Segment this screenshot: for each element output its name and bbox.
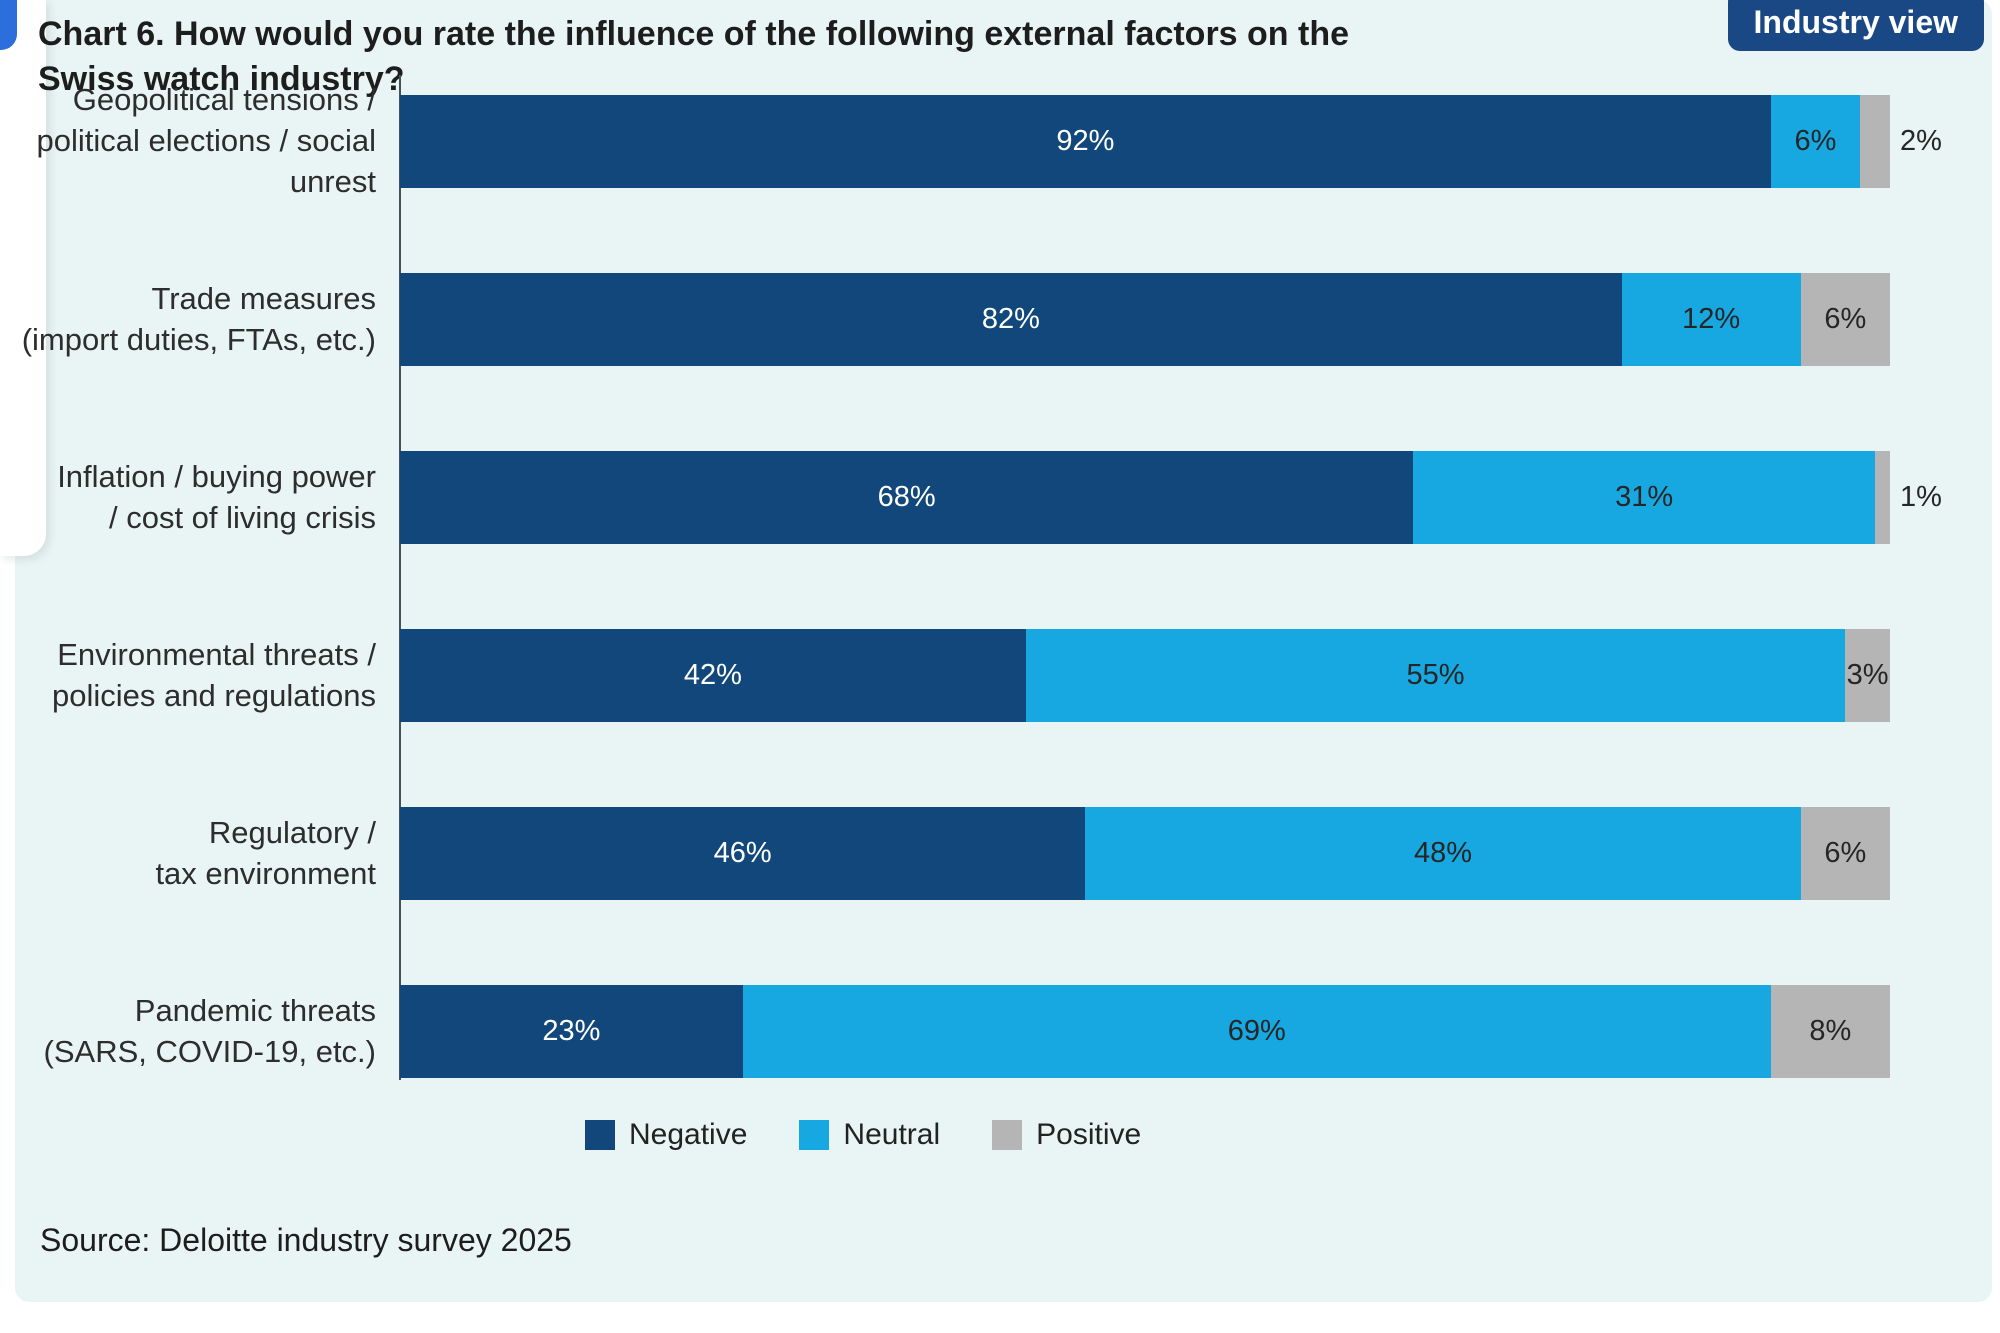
value-label: 68% — [877, 481, 936, 513]
bar-segment-negative: 23% — [400, 985, 743, 1078]
page-corner-notch — [0, 0, 46, 556]
value-label: 31% — [1615, 481, 1674, 513]
category-label: Environmental threats / policies and reg… — [52, 636, 376, 713]
bar-segment-negative: 92% — [400, 95, 1771, 188]
value-label: 2% — [1899, 125, 1942, 157]
bar-segment-positive: 2% — [1860, 95, 1942, 188]
blue-corner-accent — [0, 0, 17, 50]
chart-row: Trade measures (import duties, FTAs, etc… — [0, 273, 1890, 366]
stacked-bar: 42% 55% 3% — [400, 629, 1890, 722]
value-label: 48% — [1413, 837, 1472, 869]
category-label: Trade measures (import duties, FTAs, etc… — [21, 280, 376, 357]
category-label: Regulatory / tax environment — [155, 814, 376, 891]
bar-segment-positive: 6% — [1800, 807, 1890, 900]
category-label: Pandemic threats (SARS, COVID-19, etc.) — [43, 992, 376, 1069]
chart-row: Geopolitical tensions / political electi… — [0, 82, 1942, 199]
stacked-bar: 23% 69% 8% — [400, 985, 1890, 1078]
bar-segment-neutral: 12% — [1621, 273, 1801, 366]
legend-item-negative: Negative — [585, 1118, 747, 1152]
bar-rows: Geopolitical tensions / political electi… — [0, 82, 1942, 1078]
value-label: 3% — [1846, 659, 1889, 691]
chart-row: Regulatory / tax environment 46% 48% 6% — [0, 807, 1890, 900]
value-label: 55% — [1406, 659, 1465, 691]
value-label: 6% — [1794, 125, 1837, 157]
category-label: Geopolitical tensions / political electi… — [36, 82, 376, 199]
bar-segment-positive: 1% — [1875, 451, 1942, 544]
negative-swatch-icon — [585, 1120, 615, 1150]
chart-row: Environmental threats / policies and reg… — [0, 629, 1890, 722]
bar-segment-positive: 6% — [1800, 273, 1890, 366]
stacked-bar: 68% 31% 1% — [400, 451, 1942, 544]
value-label: 82% — [981, 303, 1040, 335]
value-label: 6% — [1824, 837, 1867, 869]
bar-segment-neutral: 55% — [1025, 629, 1846, 722]
bar-segment-negative: 46% — [400, 807, 1086, 900]
bar-segment-positive: 3% — [1845, 629, 1890, 722]
stacked-bar: 92% 6% 2% — [400, 95, 1942, 188]
bar-segment-neutral: 31% — [1413, 451, 1876, 544]
value-label: 6% — [1824, 303, 1867, 335]
bar-segment-negative: 68% — [400, 451, 1414, 544]
value-label: 23% — [542, 1015, 601, 1047]
legend-item-neutral: Neutral — [799, 1118, 940, 1152]
value-label: 42% — [683, 659, 742, 691]
legend: Negative Neutral Positive — [585, 1118, 1141, 1152]
bar-segment-negative: 42% — [400, 629, 1026, 722]
value-label: 12% — [1682, 303, 1741, 335]
bar-segment-neutral: 6% — [1770, 95, 1861, 188]
y-axis-line — [399, 75, 401, 1080]
bar-segment-positive: 8% — [1770, 985, 1890, 1078]
value-label: 8% — [1809, 1015, 1852, 1047]
legend-label: Negative — [629, 1118, 748, 1151]
positive-swatch-icon — [992, 1120, 1023, 1150]
stacked-bar: 46% 48% 6% — [400, 807, 1890, 900]
value-label: 92% — [1056, 125, 1115, 157]
legend-label: Positive — [1036, 1118, 1142, 1151]
industry-view-badge: Industry view — [1727, 0, 1984, 51]
bar-segment-neutral: 48% — [1085, 807, 1801, 900]
legend-label: Neutral — [843, 1118, 941, 1151]
chart-title: Chart 6. How would you rate the influenc… — [38, 15, 1350, 98]
bar-segment-negative: 82% — [400, 273, 1622, 366]
source-note: Source: Deloitte industry survey 2025 — [40, 1222, 572, 1258]
value-label: 46% — [713, 837, 772, 869]
value-label: 69% — [1227, 1015, 1286, 1047]
neutral-swatch-icon — [799, 1120, 830, 1150]
chart-row: Inflation / buying power / cost of livin… — [0, 451, 1942, 544]
legend-item-positive: Positive — [992, 1118, 1141, 1152]
chart-row: Pandemic threats (SARS, COVID-19, etc.) 2… — [0, 985, 1890, 1078]
stacked-bar: 82% 12% 6% — [400, 273, 1890, 366]
bar-segment-neutral: 69% — [742, 985, 1771, 1078]
category-label: Inflation / buying power / cost of livin… — [57, 458, 376, 535]
value-label: 1% — [1899, 481, 1942, 513]
